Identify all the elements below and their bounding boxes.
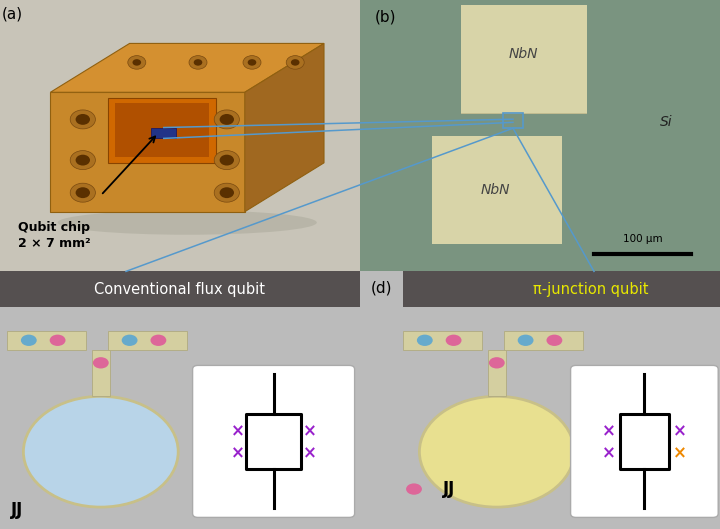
Circle shape (24, 396, 179, 507)
Bar (461, 113, 587, 114)
Circle shape (419, 396, 575, 507)
Circle shape (132, 59, 141, 66)
Circle shape (446, 335, 462, 346)
Circle shape (248, 59, 256, 66)
Bar (503, 113, 523, 128)
Circle shape (291, 59, 300, 66)
Circle shape (128, 56, 145, 69)
Circle shape (122, 335, 138, 346)
Text: Qubit chip
2 × 7 mm²: Qubit chip 2 × 7 mm² (18, 221, 91, 250)
Circle shape (220, 187, 234, 198)
Text: (a): (a) (1, 7, 23, 22)
Bar (151, 127, 176, 139)
Polygon shape (50, 43, 324, 92)
Circle shape (194, 59, 202, 66)
Circle shape (76, 187, 90, 198)
Bar (403, 271, 720, 307)
Bar (108, 331, 187, 350)
Text: ×: × (303, 423, 317, 441)
Text: ×: × (602, 444, 616, 462)
Text: ×: × (303, 444, 317, 462)
Bar (246, 414, 301, 469)
Polygon shape (50, 92, 245, 212)
Circle shape (220, 114, 234, 125)
Text: ×: × (230, 444, 244, 462)
Circle shape (70, 151, 95, 170)
Text: (b): (b) (374, 10, 396, 24)
Circle shape (76, 154, 90, 166)
Text: ×: × (673, 423, 687, 441)
Circle shape (243, 56, 261, 69)
Text: ×: × (230, 423, 244, 441)
Bar (0, 271, 360, 307)
Circle shape (70, 183, 95, 202)
Text: 100 μm: 100 μm (623, 234, 662, 244)
Bar (92, 350, 109, 396)
Text: JJ: JJ (443, 480, 455, 498)
Circle shape (417, 335, 433, 346)
Text: JJ: JJ (11, 500, 23, 519)
Bar (7, 331, 86, 350)
Circle shape (546, 335, 562, 346)
Ellipse shape (58, 211, 317, 235)
Circle shape (215, 110, 239, 129)
Text: Si: Si (660, 115, 672, 129)
Text: NbN: NbN (480, 183, 510, 197)
FancyBboxPatch shape (193, 366, 355, 517)
Text: π-junction qubit: π-junction qubit (533, 282, 648, 297)
Circle shape (215, 183, 239, 202)
Text: ×: × (673, 444, 687, 462)
Circle shape (189, 56, 207, 69)
Bar (403, 331, 482, 350)
Circle shape (76, 114, 90, 125)
Polygon shape (108, 98, 216, 163)
Circle shape (215, 151, 239, 170)
Circle shape (70, 110, 95, 129)
Polygon shape (245, 43, 324, 212)
Text: NbN: NbN (509, 47, 539, 61)
Circle shape (287, 56, 304, 69)
Bar (488, 350, 505, 396)
Bar (432, 135, 562, 244)
Text: Conventional flux qubit: Conventional flux qubit (94, 282, 266, 297)
Circle shape (518, 335, 534, 346)
Circle shape (220, 154, 234, 166)
Bar (461, 5, 587, 114)
Circle shape (406, 484, 422, 495)
Circle shape (50, 335, 66, 346)
Bar (620, 414, 669, 469)
Polygon shape (115, 103, 209, 158)
Circle shape (21, 335, 37, 346)
Text: ×: × (602, 423, 616, 441)
Circle shape (150, 335, 166, 346)
Text: (d): (d) (371, 280, 392, 295)
Bar (504, 331, 583, 350)
FancyBboxPatch shape (571, 366, 719, 517)
Circle shape (489, 357, 505, 369)
Circle shape (93, 357, 109, 369)
